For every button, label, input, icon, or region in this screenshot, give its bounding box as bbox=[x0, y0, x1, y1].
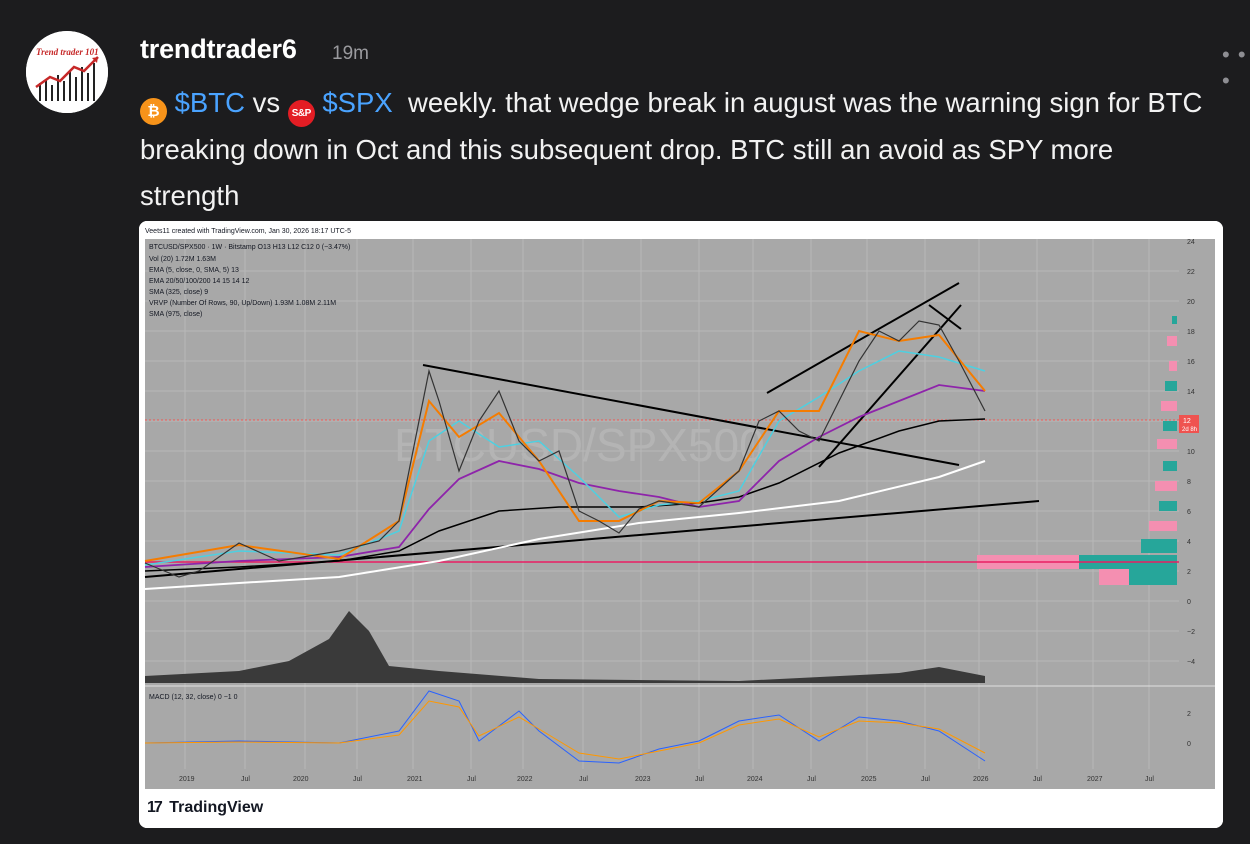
svg-text:Jul: Jul bbox=[353, 776, 362, 783]
svg-text:2026: 2026 bbox=[973, 776, 989, 783]
svg-text:8: 8 bbox=[1187, 479, 1191, 486]
svg-text:2023: 2023 bbox=[635, 776, 651, 783]
macd-signal bbox=[144, 700, 986, 760]
svg-text:Jul: Jul bbox=[241, 776, 250, 783]
post-time: 19m bbox=[332, 43, 369, 64]
avatar[interactable]: Trend trader 101 bbox=[26, 31, 108, 113]
svg-text:2019: 2019 bbox=[179, 776, 195, 783]
tradingview-chart: Veets11 created with TradingView.com, Ja… bbox=[139, 221, 1223, 828]
tradingview-mark-icon: 17 bbox=[147, 799, 163, 816]
svg-text:−2: −2 bbox=[1187, 629, 1195, 636]
created-with-text: Veets11 created with TradingView.com, Ja… bbox=[145, 228, 351, 235]
last-price-value: 12 bbox=[1183, 418, 1191, 425]
chart-watermark: BTCUSD/SPX500 bbox=[394, 419, 765, 471]
svg-text:18: 18 bbox=[1187, 329, 1195, 336]
tradingview-brand: TradingView bbox=[169, 799, 264, 816]
svg-text:Jul: Jul bbox=[579, 776, 588, 783]
macd-label: MACD (12, 32, close) 0 −1 0 bbox=[149, 694, 238, 701]
svg-text:16: 16 bbox=[1187, 359, 1195, 366]
vs-word: vs bbox=[252, 87, 281, 118]
svg-text:Jul: Jul bbox=[695, 776, 704, 783]
svg-text:20: 20 bbox=[1187, 299, 1195, 306]
sp500-icon: S&P bbox=[287, 100, 315, 127]
svg-text:−4: −4 bbox=[1187, 659, 1195, 666]
legend-ema-multi: EMA 20/50/100/200 14 15 14 12 bbox=[149, 278, 250, 285]
spx-ticker-link[interactable]: $SPX bbox=[322, 87, 393, 118]
svg-text:2: 2 bbox=[1187, 569, 1191, 576]
chart-image-card[interactable]: Veets11 created with TradingView.com, Ja… bbox=[139, 221, 1223, 828]
svg-text:2021: 2021 bbox=[407, 776, 423, 783]
post-body: weekly. that wedge break in august was t… bbox=[140, 87, 1203, 211]
btc-ticker-link[interactable]: $BTC bbox=[174, 87, 245, 118]
svg-text:2: 2 bbox=[1187, 711, 1191, 718]
post-text: ₿ $BTC vs S&P $SPX weekly. that wedge br… bbox=[140, 80, 1220, 219]
svg-text:2024: 2024 bbox=[747, 776, 763, 783]
price-candles bbox=[144, 320, 986, 578]
svg-text:14: 14 bbox=[1187, 389, 1195, 396]
svg-text:Jul: Jul bbox=[1145, 776, 1154, 783]
volume-area bbox=[145, 611, 985, 683]
ema100-line bbox=[144, 384, 986, 568]
sma975-line bbox=[144, 460, 986, 590]
last-price-countdown: 2d 8h bbox=[1182, 427, 1197, 433]
avatar-text: Trend trader 101 bbox=[36, 47, 99, 57]
svg-text:Jul: Jul bbox=[467, 776, 476, 783]
ema50-line bbox=[144, 350, 986, 566]
svg-text:10: 10 bbox=[1187, 449, 1195, 456]
svg-text:0: 0 bbox=[1187, 741, 1191, 748]
bitcoin-icon: ₿ bbox=[140, 98, 167, 125]
svg-text:6: 6 bbox=[1187, 509, 1191, 516]
ema200-line bbox=[144, 418, 986, 572]
username[interactable]: trendtrader6 bbox=[140, 34, 297, 64]
more-options-icon[interactable]: • • • bbox=[1222, 42, 1247, 93]
legend-sma975: SMA (975, close) bbox=[149, 311, 202, 318]
svg-text:2025: 2025 bbox=[861, 776, 877, 783]
time-axis: 2019 Jul 2020 Jul 2021 Jul 2022 Jul 2023… bbox=[179, 776, 1154, 783]
tradingview-logo: 17 TradingView bbox=[147, 799, 263, 817]
svg-text:Jul: Jul bbox=[921, 776, 930, 783]
svg-text:Jul: Jul bbox=[807, 776, 816, 783]
legend-sma325: SMA (325, close) 9 bbox=[149, 289, 208, 296]
svg-text:22: 22 bbox=[1187, 269, 1195, 276]
svg-text:24: 24 bbox=[1187, 239, 1195, 246]
legend-vrvp: VRVP (Number Of Rows, 90, Up/Down) 1.93M… bbox=[149, 300, 336, 307]
svg-text:2027: 2027 bbox=[1087, 776, 1103, 783]
svg-text:2022: 2022 bbox=[517, 776, 533, 783]
legend-vol: Vol (20) 1.72M 1.63M bbox=[149, 256, 216, 263]
svg-text:0: 0 bbox=[1187, 599, 1191, 606]
svg-text:Jul: Jul bbox=[1033, 776, 1042, 783]
last-price-badge bbox=[1179, 415, 1199, 433]
svg-text:4: 4 bbox=[1187, 539, 1191, 546]
legend-ema5: EMA (5, close, 0, SMA, 5) 13 bbox=[149, 267, 239, 274]
symbol-line: BTCUSD/SPX500 · 1W · Bitstamp O13 H13 L1… bbox=[149, 244, 350, 251]
svg-text:2020: 2020 bbox=[293, 776, 309, 783]
macd-line bbox=[144, 690, 986, 764]
